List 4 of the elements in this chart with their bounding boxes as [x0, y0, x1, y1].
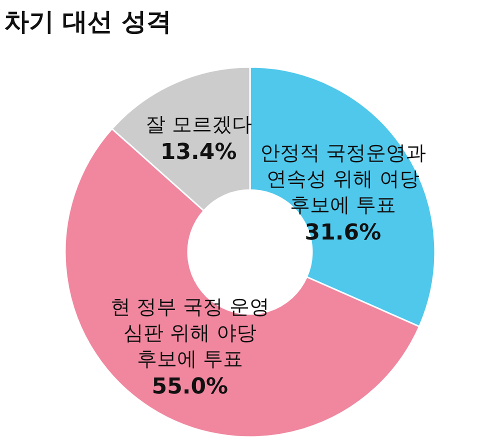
chart-title: 차기 대선 성격 [4, 7, 172, 36]
data-label: 13.4% [160, 140, 237, 166]
data-label: 55.0% [152, 374, 228, 400]
slice-label: 현 정부 국정 운영 심판 위해 야당 후보에 투표 [110, 294, 270, 370]
